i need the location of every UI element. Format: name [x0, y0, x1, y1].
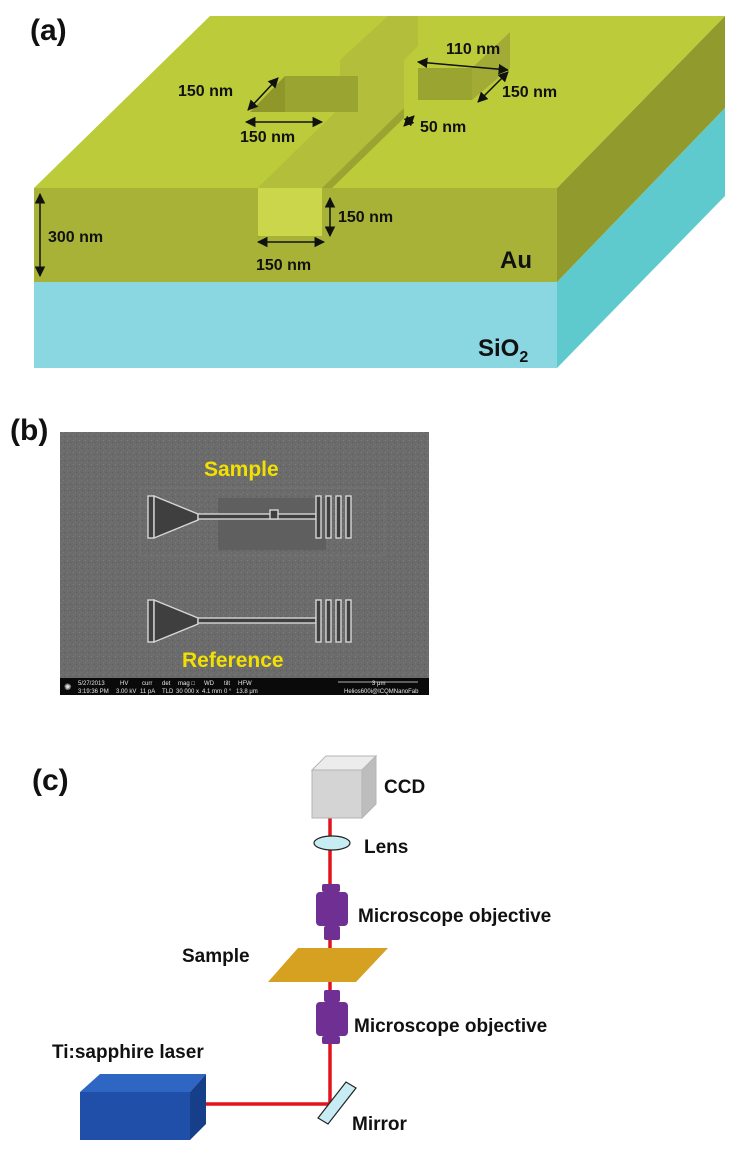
databar-hfw-header: HFW [238, 681, 252, 687]
sample-grating-2 [325, 495, 332, 539]
panel-a-label: (a) [30, 14, 67, 47]
dim-top-left-width: 150 nm [178, 83, 233, 100]
mirror-icon [317, 1081, 357, 1125]
databar-scale: 3 μm [372, 681, 385, 687]
reference-grating-1 [315, 599, 322, 643]
sem-logo-icon: ✺ [64, 682, 72, 692]
sem-databar-fields: 5/27/2013 3:19:36 PM HV 3.00 kV curr 11 … [78, 681, 419, 695]
objective-bottom-icon [316, 990, 348, 1044]
arrow-top-left-width [247, 77, 279, 111]
panel-a-3d-structure: (a) 150 nm 150 nm 110 nm 150 nm 50 nm 15… [30, 14, 725, 368]
dim-groove-depth: 150 nm [338, 209, 393, 226]
sem-image-background [60, 432, 429, 678]
reference-taper [153, 598, 199, 644]
panel-c-label: (c) [32, 764, 69, 797]
databar-wd-header: WD [204, 681, 215, 687]
databar-det-header: det [162, 681, 171, 687]
databar-tilt: 0 ° [224, 689, 232, 695]
sem-databar [60, 678, 429, 695]
laser-icon [80, 1074, 206, 1140]
right-cavity-back-wall [418, 68, 472, 100]
sample-grating-4 [345, 495, 352, 539]
sample-grating-3 [335, 495, 342, 539]
objective-bottom-label: Microscope objective [354, 1016, 547, 1037]
objective-top-icon [316, 884, 348, 940]
panel-c-optical-setup: (c) CCD Lens Microscope objective Sample [32, 754, 551, 1140]
reference-waveguide [197, 617, 317, 624]
databar-wd: 4.1 mm [202, 689, 222, 695]
sem-milled-region [218, 498, 326, 550]
substrate-front-face [34, 282, 557, 368]
databar-det: TLD [162, 689, 174, 695]
groove-right-wall [322, 108, 404, 188]
sample-taper [153, 494, 199, 540]
databar-mag: 30 000 x [176, 689, 199, 695]
sem-reference-label: Reference [182, 649, 284, 672]
sample-grating-1 [315, 495, 322, 539]
lens-label: Lens [364, 837, 408, 858]
left-cavity-back-wall [285, 76, 358, 112]
panel-b-label: (b) [10, 414, 48, 447]
databar-hv: 3.00 kV [116, 689, 136, 695]
objective-top-label: Microscope objective [358, 906, 551, 927]
dim-top-left-length: 150 nm [240, 129, 295, 146]
arrow-top-right-width [416, 57, 510, 75]
sample-waveguide [197, 513, 317, 520]
material-sio2-subscript: 2 [519, 349, 528, 366]
dim-gap: 50 nm [420, 119, 466, 136]
databar-mag-header: mag □ [178, 681, 195, 687]
lens-icon [313, 835, 351, 851]
ccd-label: CCD [384, 777, 425, 798]
groove-slot [258, 16, 418, 188]
sample-plate-icon [268, 948, 388, 982]
databar-tilt-header: tilt [224, 681, 230, 687]
databar-curr: 11 pA [140, 689, 155, 695]
sem-sample-label: Sample [204, 458, 279, 481]
reference-grating-4 [345, 599, 352, 643]
laser-label: Ti:sapphire laser [52, 1042, 204, 1063]
databar-time: 3:19:36 PM [78, 689, 109, 695]
dim-film-thickness: 300 nm [48, 229, 103, 246]
substrate-side-face [557, 108, 725, 368]
material-sio2-label: SiO2 [478, 335, 528, 366]
dim-top-right-width: 110 nm [446, 41, 500, 58]
sample-pad [147, 495, 155, 539]
databar-date: 5/27/2013 [78, 681, 105, 687]
dim-top-right-depth: 150 nm [502, 84, 557, 101]
panel-b-sem-image: (b) Sample Reference ✺ [10, 414, 429, 695]
reference-grating-3 [335, 599, 342, 643]
material-sio2-text: SiO [478, 335, 519, 362]
databar-curr-header: curr [142, 681, 152, 687]
material-au-label: Au [500, 247, 532, 274]
arrow-gap [403, 115, 415, 127]
databar-hv-header: HV [120, 681, 128, 687]
sample-cavity [269, 509, 279, 520]
sample-device [147, 494, 352, 540]
sample-label: Sample [182, 946, 250, 967]
dim-groove-width: 150 nm [256, 257, 311, 274]
databar-instrument: Helios600i@ICQMNanoFab [344, 689, 419, 695]
arrow-top-right-depth [477, 71, 509, 103]
gold-side-face [557, 16, 725, 282]
reference-grating-2 [325, 599, 332, 643]
ccd-camera-icon [310, 754, 378, 820]
sem-outer-frame [139, 487, 385, 557]
reference-device [147, 598, 352, 644]
reference-pad [147, 599, 155, 643]
mirror-label: Mirror [352, 1114, 408, 1135]
groove-front-cut [258, 188, 322, 236]
databar-hfw: 13.8 μm [236, 689, 258, 695]
